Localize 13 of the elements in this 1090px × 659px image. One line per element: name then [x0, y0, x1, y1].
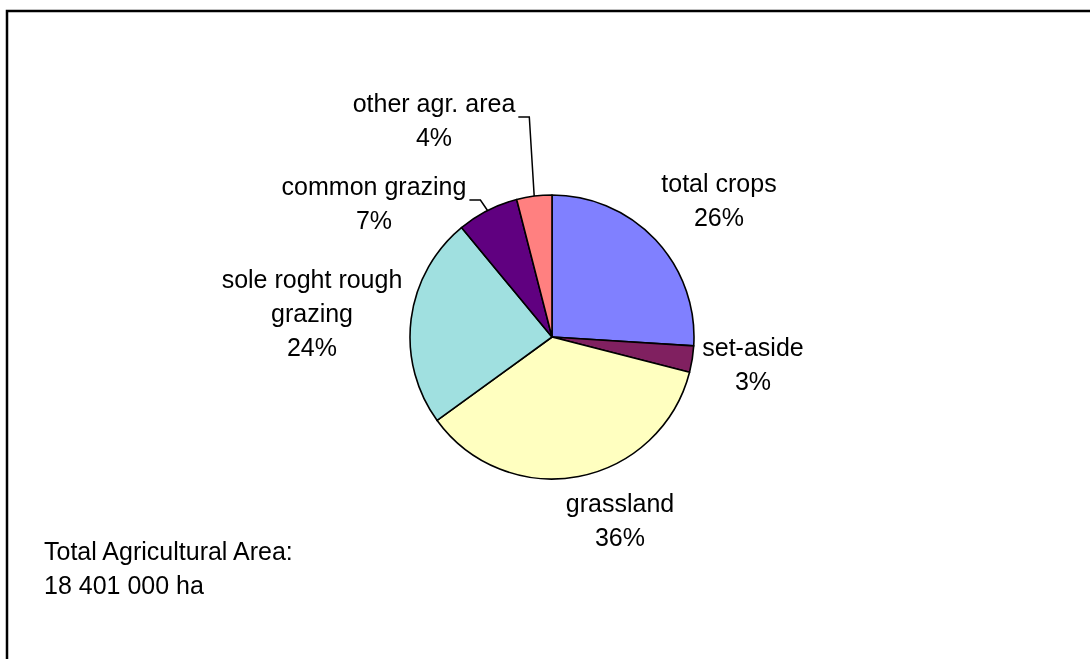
data-label: 36%	[594, 522, 646, 551]
slice-label: set-aside	[702, 332, 804, 361]
text: Total Agricultural Area: 18 401 000 ha	[44, 536, 293, 599]
data-label: 4%	[415, 122, 453, 151]
data-label: 7%	[355, 205, 393, 234]
slice-label: grassland	[565, 488, 675, 517]
slice-label: total crops	[661, 168, 777, 197]
data-label: 24%	[286, 332, 338, 361]
slice-label: other agr. area	[352, 88, 516, 117]
slice-label: sole roght rough grazing	[221, 264, 403, 327]
slice-label: common grazing	[281, 171, 467, 200]
data-label: 26%	[693, 202, 745, 231]
data-label: 3%	[734, 366, 772, 395]
